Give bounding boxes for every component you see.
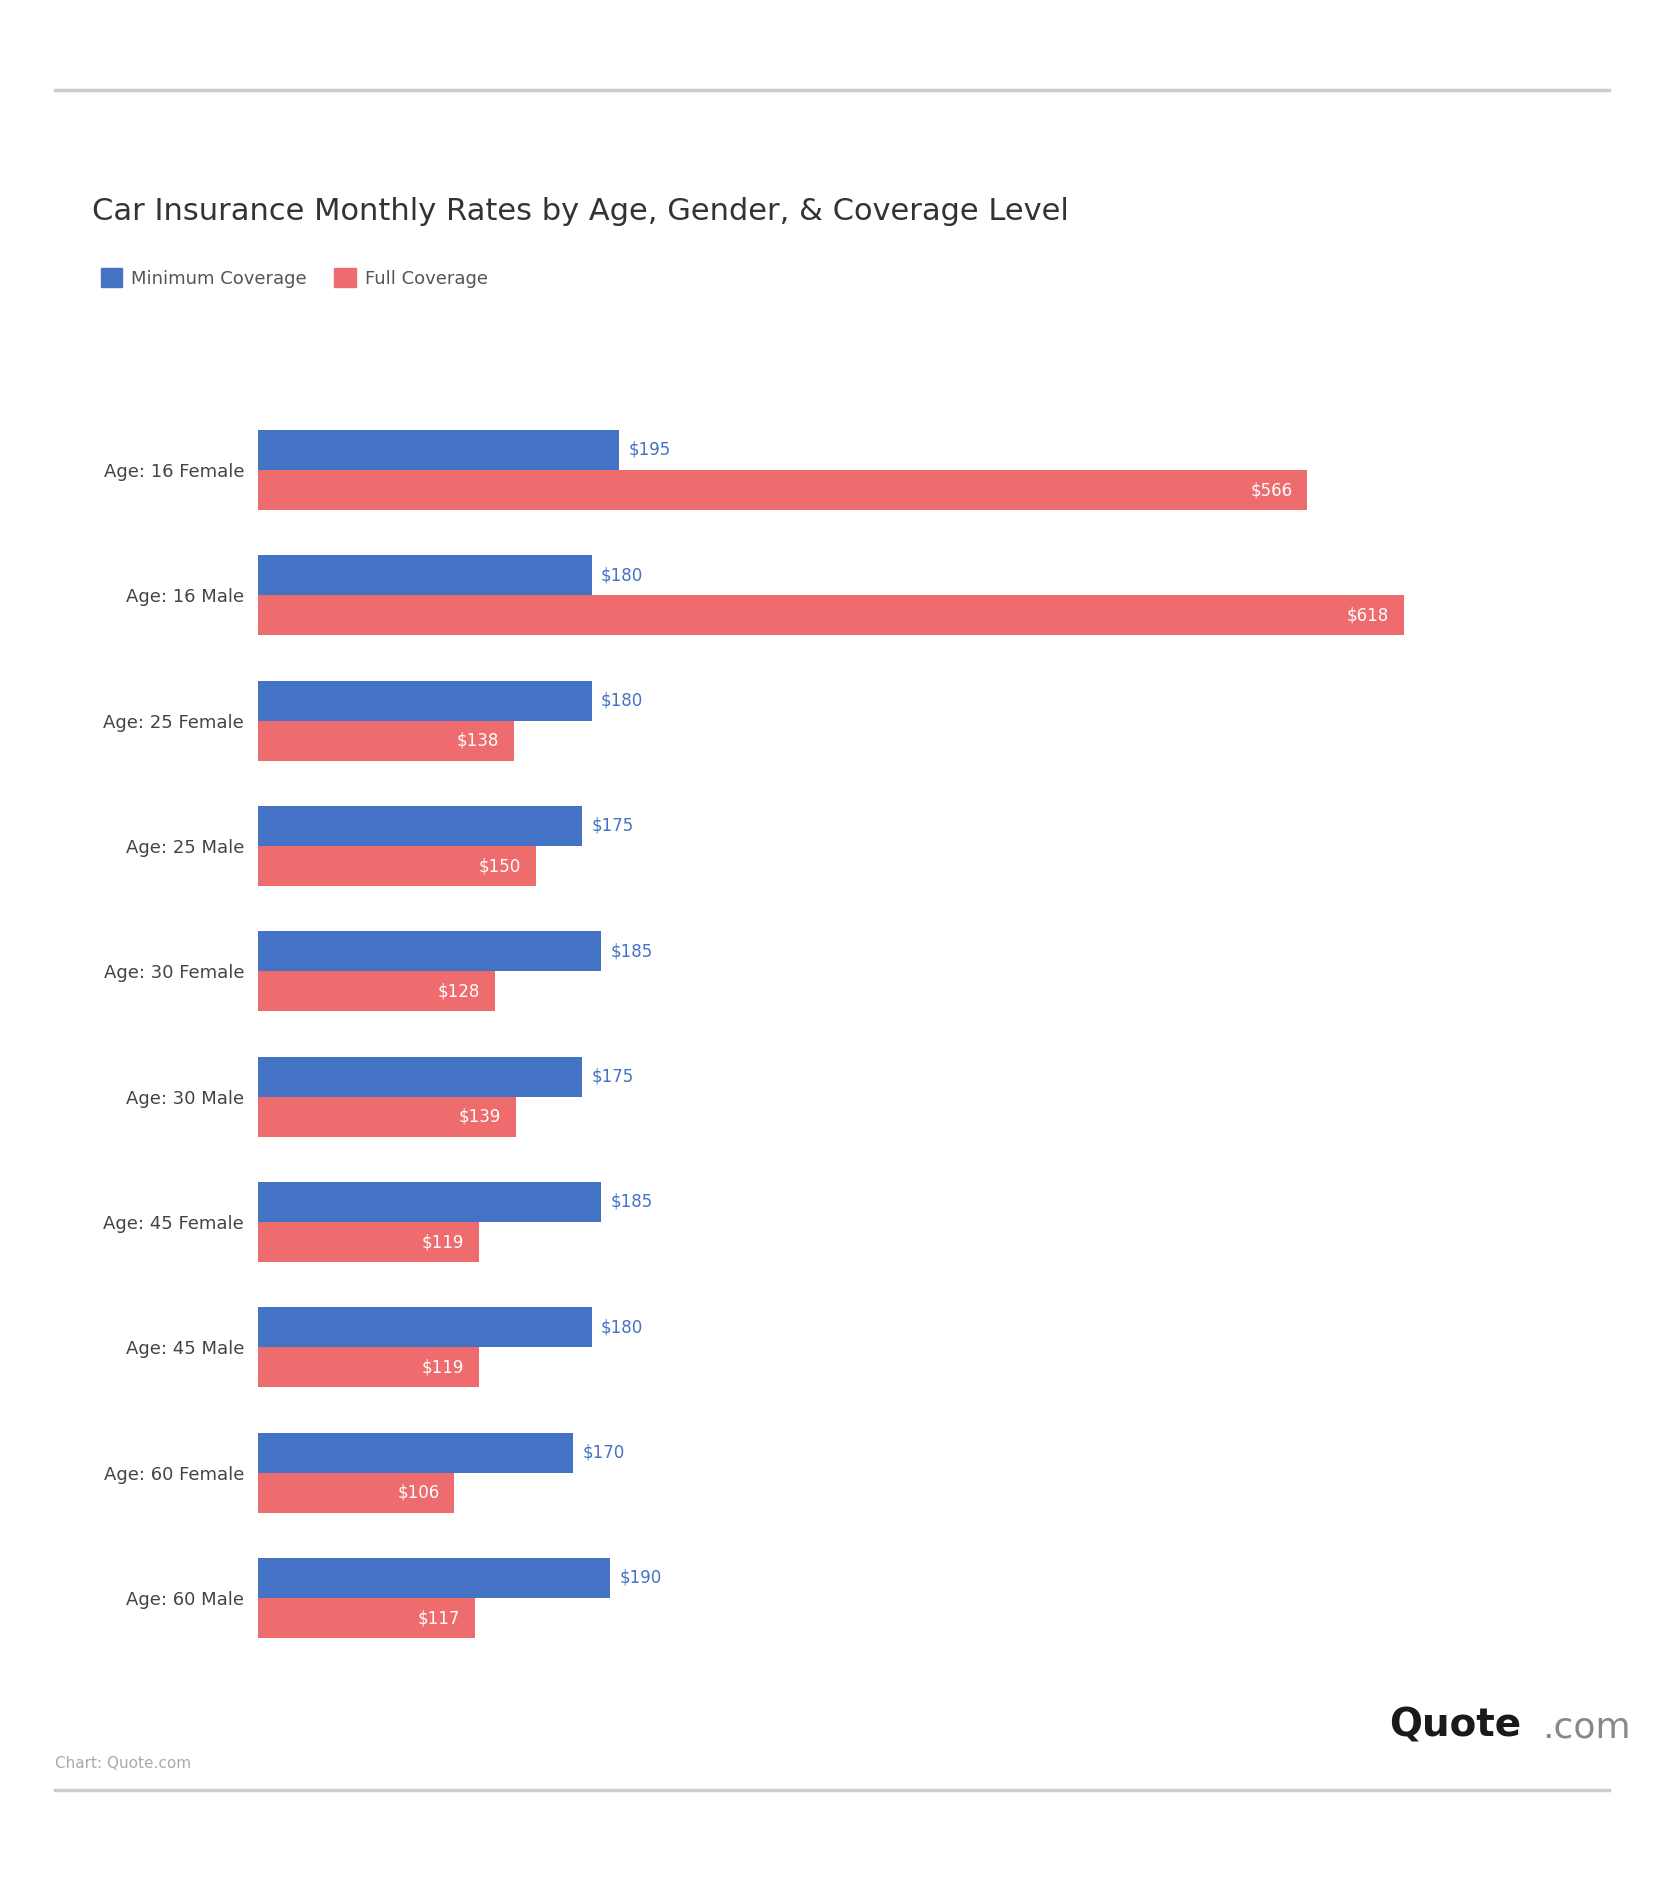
Bar	[258, 1222, 479, 1261]
Text: $119: $119	[421, 1233, 464, 1250]
Text: $180: $180	[601, 692, 644, 709]
Bar	[258, 1183, 601, 1222]
Bar	[258, 1598, 474, 1637]
Text: Quote: Quote	[1389, 1707, 1521, 1745]
Text: $175: $175	[592, 818, 634, 835]
Bar	[258, 1559, 611, 1598]
Bar	[258, 681, 592, 720]
Text: $150: $150	[479, 857, 521, 874]
Bar	[258, 807, 582, 846]
Text: $195: $195	[629, 442, 671, 459]
Text: $180: $180	[601, 566, 644, 585]
Text: $170: $170	[582, 1444, 624, 1461]
Text: $185: $185	[611, 1194, 652, 1211]
Text: $175: $175	[592, 1068, 634, 1085]
Bar	[258, 1348, 479, 1387]
Text: $119: $119	[421, 1359, 464, 1376]
Text: .com: .com	[1543, 1711, 1631, 1745]
Text: $138: $138	[456, 731, 499, 750]
Text: Car Insurance Monthly Rates by Age, Gender, & Coverage Level: Car Insurance Monthly Rates by Age, Gend…	[92, 197, 1068, 226]
Text: $117: $117	[418, 1609, 459, 1626]
Text: $180: $180	[601, 1318, 644, 1337]
Text: $128: $128	[438, 983, 481, 1000]
Text: $106: $106	[398, 1483, 439, 1502]
Bar	[258, 1472, 454, 1513]
Bar	[258, 931, 601, 972]
Bar	[258, 470, 1308, 509]
Bar	[258, 1057, 582, 1096]
Bar	[258, 555, 592, 596]
Text: $190: $190	[619, 1570, 662, 1587]
Text: $139: $139	[459, 1107, 501, 1126]
Bar	[258, 1433, 572, 1472]
Bar	[258, 720, 514, 761]
Bar	[258, 431, 619, 470]
Bar	[258, 1096, 516, 1137]
Legend: Minimum Coverage, Full Coverage: Minimum Coverage, Full Coverage	[100, 269, 488, 288]
Text: $185: $185	[611, 942, 652, 961]
Text: $618: $618	[1346, 607, 1389, 624]
Text: $566: $566	[1250, 481, 1293, 498]
Bar	[258, 846, 536, 885]
Bar	[258, 1307, 592, 1348]
Text: Chart: Quote.com: Chart: Quote.com	[55, 1756, 191, 1771]
Bar	[258, 972, 496, 1011]
Bar	[258, 596, 1404, 635]
